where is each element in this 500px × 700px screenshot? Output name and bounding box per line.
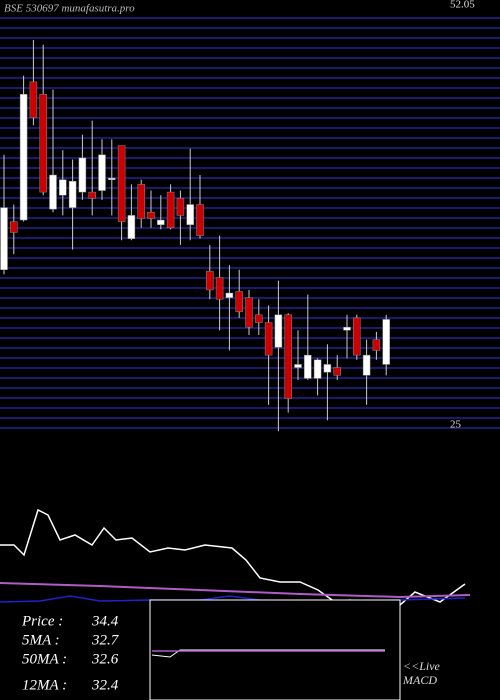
candle-body — [157, 219, 165, 225]
indicator-value: 32.4 — [91, 677, 119, 693]
candle-body — [294, 364, 302, 368]
candle-body — [186, 204, 194, 225]
indicator-label: 12MA : — [22, 677, 67, 693]
candle-body — [0, 207, 8, 270]
candle-body — [88, 191, 96, 199]
candle-body — [225, 292, 234, 298]
macd-label: MACD — [402, 673, 437, 687]
indicator-lines — [0, 508, 471, 606]
candle-body — [206, 271, 214, 291]
indicator-label: Price : — [21, 613, 63, 629]
candle-body — [166, 191, 175, 229]
candle-body — [353, 317, 361, 356]
candle-body — [284, 314, 292, 399]
chart-title: BSE 530697 munafasutra.pro — [4, 3, 135, 15]
candle-body — [117, 145, 126, 222]
candle-body — [49, 174, 57, 210]
y-tick-label: 25 — [450, 419, 462, 431]
candle-body — [29, 81, 38, 118]
candle-body — [215, 277, 224, 300]
candle-body — [274, 314, 283, 348]
indicator-value: 32.6 — [91, 651, 119, 667]
indicator-value: 32.7 — [91, 632, 120, 648]
candle-body — [78, 157, 87, 193]
indicator-label: 50MA : — [22, 651, 67, 667]
candle-body — [108, 177, 116, 180]
candle-body — [235, 291, 243, 312]
candle-body — [333, 367, 341, 376]
candle-body — [304, 354, 312, 379]
candle-body — [362, 354, 371, 376]
candle-body — [147, 212, 155, 219]
candle-body — [382, 319, 390, 365]
candle-body — [313, 359, 322, 379]
candle-body — [59, 179, 67, 196]
candle-body — [137, 184, 145, 219]
indicator-value: 34.4 — [91, 613, 119, 629]
candle-body — [245, 297, 253, 328]
y-tick-label: 52.05 — [450, 0, 475, 11]
candle-body — [176, 198, 185, 216]
candle-body — [68, 180, 77, 208]
candle-body — [19, 94, 28, 221]
candle-body — [127, 215, 136, 239]
candle-body — [343, 326, 351, 331]
candle-body — [10, 221, 18, 233]
live-label: <<Live — [403, 659, 441, 673]
candle-body — [196, 204, 204, 236]
background-stripes — [0, 15, 500, 437]
candle-body — [323, 364, 332, 373]
candle-body — [372, 339, 381, 351]
candle-body — [255, 314, 263, 323]
indicator-label: 5MA : — [22, 632, 60, 648]
candle-body — [98, 154, 106, 191]
candle-body — [264, 322, 273, 356]
macd-line — [151, 649, 385, 658]
candle-body — [39, 94, 47, 193]
